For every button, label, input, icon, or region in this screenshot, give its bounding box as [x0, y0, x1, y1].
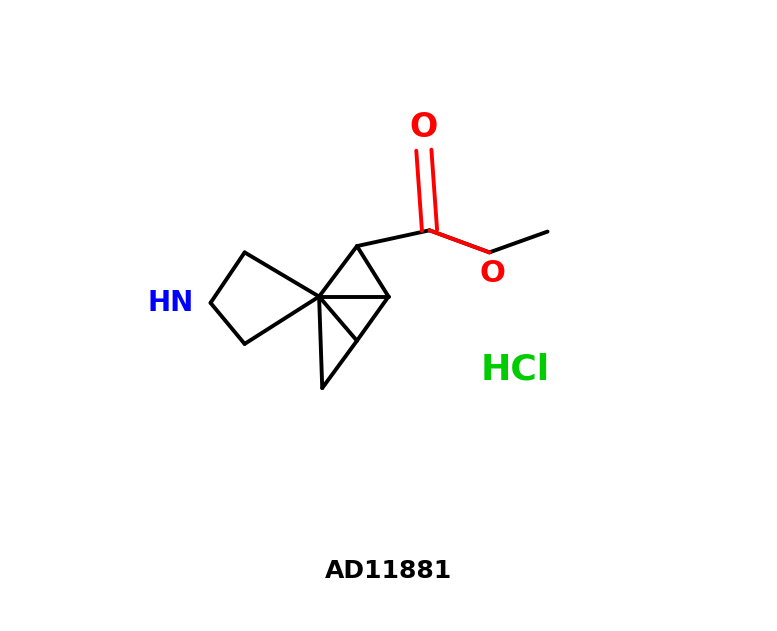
Text: O: O [479, 259, 506, 288]
Text: O: O [409, 111, 438, 144]
Text: HCl: HCl [480, 352, 549, 386]
Text: AD11881: AD11881 [325, 559, 452, 583]
Text: HN: HN [148, 289, 194, 317]
